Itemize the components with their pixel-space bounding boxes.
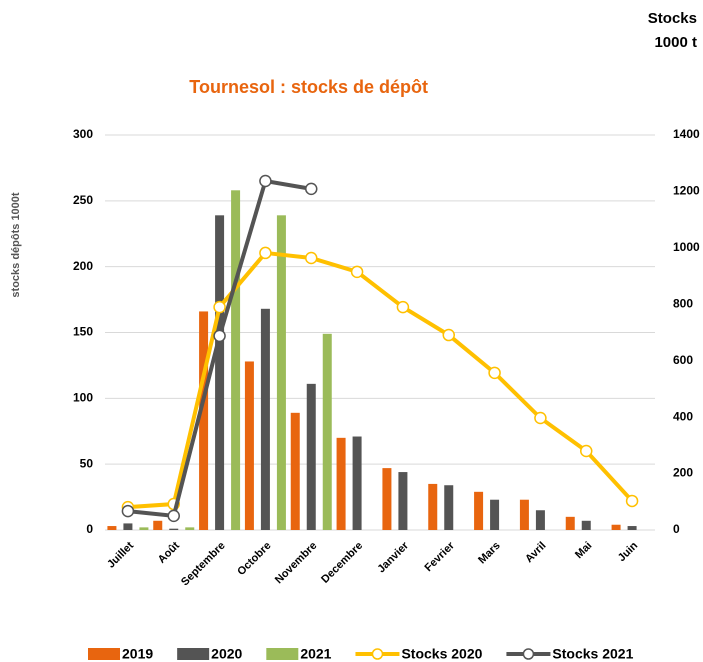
line-marker (259, 174, 272, 188)
bar (444, 485, 454, 530)
bar (519, 499, 529, 530)
bar (231, 190, 241, 531)
y2-tick-label: 600 (673, 353, 693, 367)
x-tick-label: Août (156, 539, 182, 565)
x-tick-label: Avril (523, 540, 548, 565)
y-tick-label: 0 (86, 522, 93, 536)
x-tick-label: Octobre (235, 540, 273, 578)
legend-swatch (88, 648, 120, 660)
bar (290, 412, 300, 530)
legend-swatch (266, 648, 299, 660)
x-tick-label: Septembre (179, 540, 228, 589)
y-tick-label: 50 (80, 456, 94, 470)
x-tick-label: Juillet (105, 539, 136, 570)
legend-label: 2021 (300, 646, 331, 662)
bar (153, 520, 163, 530)
bar (123, 523, 133, 530)
y-tick-label: 100 (73, 391, 93, 405)
y2-tick-label: 800 (673, 296, 693, 310)
bar (474, 491, 484, 530)
y-tick-label: 150 (73, 325, 93, 339)
bar (382, 468, 392, 530)
bar (627, 526, 637, 530)
x-tick-label: Mai (573, 540, 594, 561)
bar (322, 333, 332, 530)
y2-label: 1000 t (654, 34, 697, 51)
bar (107, 526, 117, 530)
bar (215, 215, 225, 531)
bar (428, 483, 438, 530)
legend-swatch (371, 648, 384, 660)
y-tick-label: 200 (73, 259, 93, 273)
x-tick-label: Novembre (273, 540, 320, 587)
line-marker (213, 300, 226, 314)
y2-tick-label: 200 (673, 466, 693, 480)
bar (199, 311, 209, 530)
bar (306, 383, 316, 530)
bar (490, 499, 500, 530)
bar (244, 361, 254, 530)
chart-title: Tournesol : stocks de dépôt (189, 77, 428, 97)
y2-tick-label: 0 (673, 522, 680, 536)
bar (398, 472, 408, 530)
line-marker (305, 251, 318, 265)
x-tick-label: Juin (616, 540, 641, 565)
line-marker (580, 444, 593, 458)
bar (185, 527, 195, 530)
y-tick-label: 300 (73, 127, 93, 141)
legend-label: 2020 (211, 646, 242, 662)
line-marker (625, 494, 639, 508)
line-marker (488, 366, 501, 380)
y2-tick-label: 400 (673, 409, 693, 423)
line-marker (259, 246, 272, 260)
bar (276, 215, 286, 531)
line-marker (350, 265, 364, 279)
bar (169, 528, 179, 530)
line-marker (121, 504, 135, 518)
y-tick-label: 250 (73, 193, 93, 207)
legend-label: Stocks 2021 (552, 646, 633, 662)
x-tick-label: Mars (476, 540, 503, 567)
y2-tick-label: 1400 (673, 127, 700, 141)
y2-label: Stocks (648, 10, 697, 27)
bar (535, 510, 545, 530)
bar (260, 308, 270, 530)
line-marker (396, 300, 410, 314)
bar (139, 527, 149, 530)
x-tick-label: Fevrier (422, 539, 457, 574)
y2-tick-label: 1000 (673, 240, 700, 254)
line-marker (305, 182, 318, 196)
x-tick-label: Decembre (319, 540, 365, 586)
bar (611, 524, 621, 530)
line-marker (442, 328, 455, 342)
y-label: stocks dépôts 1000t (10, 192, 22, 297)
bar (352, 436, 362, 530)
x-tick-label: Janvier (375, 539, 411, 575)
bar (581, 520, 591, 530)
line (127, 250, 634, 510)
legend-label: 2019 (122, 646, 153, 662)
legend-swatch (522, 648, 535, 660)
line-marker (213, 329, 226, 343)
y2-tick-label: 1200 (673, 184, 700, 198)
bar (336, 437, 346, 530)
legend-label: Stocks 2020 (401, 646, 482, 662)
legend-swatch (177, 648, 210, 660)
bar (565, 516, 575, 530)
line-marker (534, 411, 547, 425)
line-marker (167, 509, 180, 523)
